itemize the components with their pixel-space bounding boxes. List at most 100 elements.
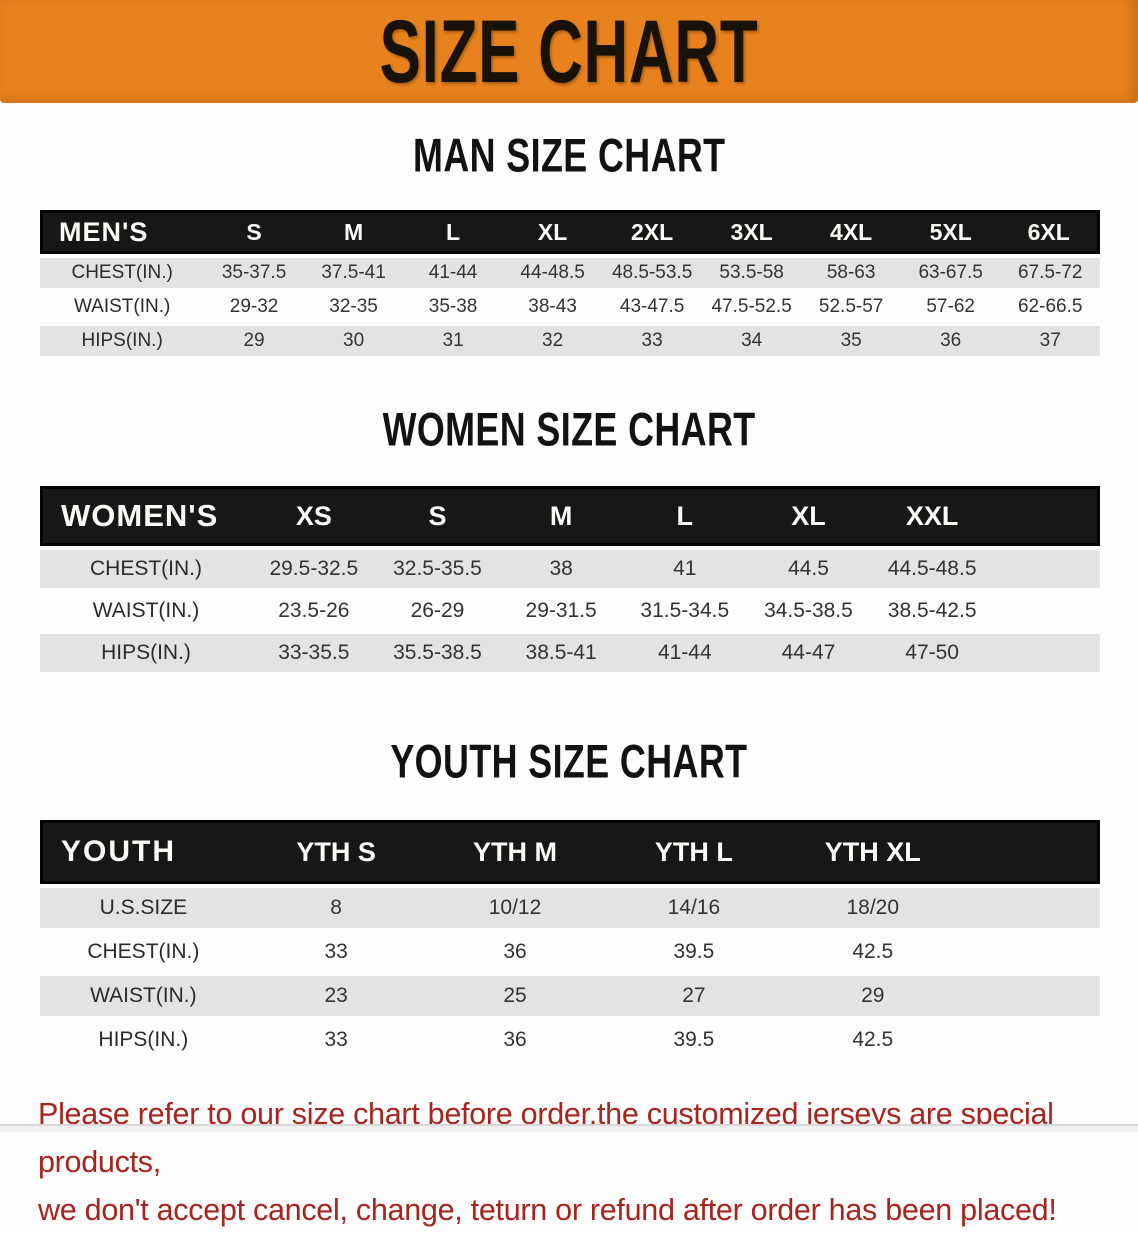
measurement-value-cell: 8 — [246, 888, 426, 928]
measurement-row: HIPS(IN.) 33-35.5 35.5-38.5 38.5-41 41-44 44-… — [40, 634, 1100, 672]
measurement-value-cell: 18/20 — [783, 888, 963, 928]
measurement-value-cell: 35.5-38.5 — [375, 634, 500, 672]
measurement-value-cell: 38-43 — [502, 292, 603, 322]
measurement-row: CHEST(IN.) 33 36 39.5 42.5 — [40, 932, 1100, 972]
measurement-value-cell: 23 — [246, 976, 426, 1016]
measurement-row-label: CHEST(IN.) — [40, 932, 247, 972]
measurement-value-cell: 38 — [499, 550, 623, 588]
measurement-value-cell: 36 — [900, 326, 1001, 356]
measurement-value-cell: 42.5 — [783, 932, 963, 972]
measurement-value-cell: 42.5 — [783, 1020, 963, 1060]
group-header-label: WOMEN'S — [40, 486, 252, 546]
size-column-header: XL — [746, 486, 871, 546]
measurement-value-cell: 35-37.5 — [204, 258, 304, 288]
row-spacer-cell — [994, 550, 1100, 588]
measurement-value-cell: 58-63 — [801, 258, 901, 288]
measurement-value-cell: 44-48.5 — [502, 258, 603, 288]
measurement-value-cell: 27 — [604, 976, 784, 1016]
measurement-value-cell: 23.5-26 — [252, 592, 376, 630]
measurement-value-cell: 41-44 — [622, 634, 747, 672]
measurement-value-cell: 44-47 — [746, 634, 871, 672]
measurement-value-cell: 35-38 — [403, 292, 503, 322]
order-policy-line-1: Please refer to our size chart before or… — [38, 1096, 1054, 1180]
measurement-value-cell: 14/16 — [604, 888, 784, 928]
measurement-value-cell: 30 — [303, 326, 404, 356]
measurement-value-cell: 29.5-32.5 — [252, 550, 376, 588]
measurement-value-cell: 41-44 — [403, 258, 503, 288]
measurement-row: WAIST(IN.) 23.5-26 26-29 29-31.5 31.5-34.5 34… — [40, 592, 1100, 630]
measurement-value-cell: 33 — [602, 326, 702, 356]
measurement-value-cell: 39.5 — [604, 1020, 784, 1060]
order-policy-line-2: we don't accept cancel, change, teturn o… — [38, 1192, 1057, 1228]
measurement-value-cell: 39.5 — [604, 932, 784, 972]
measurement-value-cell: 47.5-52.5 — [701, 292, 802, 322]
row-spacer-cell — [962, 1020, 1100, 1060]
measurement-value-cell: 62-66.5 — [1000, 292, 1100, 322]
measurement-value-cell: 48.5-53.5 — [602, 258, 702, 288]
measurement-value-cell: 34.5-38.5 — [746, 592, 871, 630]
size-column-header: XL — [502, 210, 603, 254]
measurement-value-cell: 32-35 — [303, 292, 404, 322]
size-column-header: 3XL — [701, 210, 802, 254]
header-spacer-cell — [962, 820, 1100, 884]
size-column-header: 4XL — [801, 210, 901, 254]
women-section-title: WOMEN SIZE CHART — [382, 402, 756, 456]
measurement-value-cell: 33 — [246, 1020, 426, 1060]
size-column-header: S — [204, 210, 304, 254]
measurement-value-cell: 37.5-41 — [303, 258, 404, 288]
measurement-row-label: WAIST(IN.) — [40, 976, 247, 1016]
header-spacer-cell — [994, 486, 1100, 546]
measurement-value-cell: 67.5-72 — [1000, 258, 1100, 288]
measurement-value-cell: 31 — [403, 326, 503, 356]
order-policy-note: Please refer to our size chart before or… — [38, 1090, 1102, 1234]
measurement-value-cell: 47-50 — [870, 634, 994, 672]
measurement-value-cell: 29-32 — [204, 292, 304, 322]
measurement-row-label: CHEST(IN.) — [40, 258, 205, 288]
measurement-row: WAIST(IN.) 23 25 27 29 — [40, 976, 1100, 1016]
row-spacer-cell — [962, 888, 1100, 928]
women-size-table: WOMEN'S XS S M L XL XXL CHEST(IN.) 29.5-32.5 32.5… — [40, 482, 1100, 676]
banner-title: SIZE CHART — [379, 1, 759, 102]
size-column-header: 5XL — [900, 210, 1001, 254]
size-column-header: L — [622, 486, 747, 546]
size-column-header: YTH L — [604, 820, 784, 884]
measurement-value-cell: 10/12 — [425, 888, 605, 928]
size-column-header: XS — [252, 486, 376, 546]
row-spacer-cell — [962, 976, 1100, 1016]
measurement-value-cell: 32.5-35.5 — [375, 550, 500, 588]
size-column-header: 6XL — [1000, 210, 1100, 254]
measurement-row: U.S.SIZE 8 10/12 14/16 18/20 — [40, 888, 1100, 928]
measurement-row-label: HIPS(IN.) — [40, 1020, 247, 1060]
measurement-row: CHEST(IN.) 35-37.5 37.5-41 41-44 44-48.5 48.5… — [40, 258, 1100, 288]
measurement-value-cell: 31.5-34.5 — [622, 592, 747, 630]
size-column-header: L — [403, 210, 503, 254]
measurement-row-label: WAIST(IN.) — [40, 592, 252, 630]
measurement-value-cell: 36 — [425, 932, 605, 972]
measurement-value-cell: 57-62 — [900, 292, 1001, 322]
measurement-row-label: HIPS(IN.) — [40, 326, 205, 356]
size-column-header: YTH S — [246, 820, 426, 884]
measurement-value-cell: 53.5-58 — [701, 258, 802, 288]
measurement-row-label: WAIST(IN.) — [40, 292, 205, 322]
man-section-title: MAN SIZE CHART — [412, 128, 726, 182]
measurement-value-cell: 26-29 — [375, 592, 500, 630]
measurement-value-cell: 29 — [204, 326, 304, 356]
measurement-row-label: CHEST(IN.) — [40, 550, 252, 588]
measurement-value-cell: 63-67.5 — [900, 258, 1001, 288]
size-column-header: YTH M — [425, 820, 605, 884]
size-column-header: M — [499, 486, 623, 546]
measurement-value-cell: 38.5-42.5 — [870, 592, 994, 630]
measurement-value-cell: 38.5-41 — [499, 634, 623, 672]
measurement-row: CHEST(IN.) 29.5-32.5 32.5-35.5 38 41 44.5 44.5… — [40, 550, 1100, 588]
measurement-value-cell: 44.5-48.5 — [870, 550, 994, 588]
row-spacer-cell — [962, 932, 1100, 972]
measurement-row: HIPS(IN.) 33 36 39.5 42.5 — [40, 1020, 1100, 1060]
measurement-row-label: HIPS(IN.) — [40, 634, 252, 672]
group-header-label: MEN'S — [40, 210, 205, 254]
youth-section-title: YOUTH SIZE CHART — [390, 734, 748, 788]
measurement-value-cell: 25 — [425, 976, 605, 1016]
measurement-value-cell: 29 — [783, 976, 963, 1016]
size-column-header: 2XL — [602, 210, 702, 254]
measurement-value-cell: 33 — [246, 932, 426, 972]
size-column-header: S — [375, 486, 500, 546]
